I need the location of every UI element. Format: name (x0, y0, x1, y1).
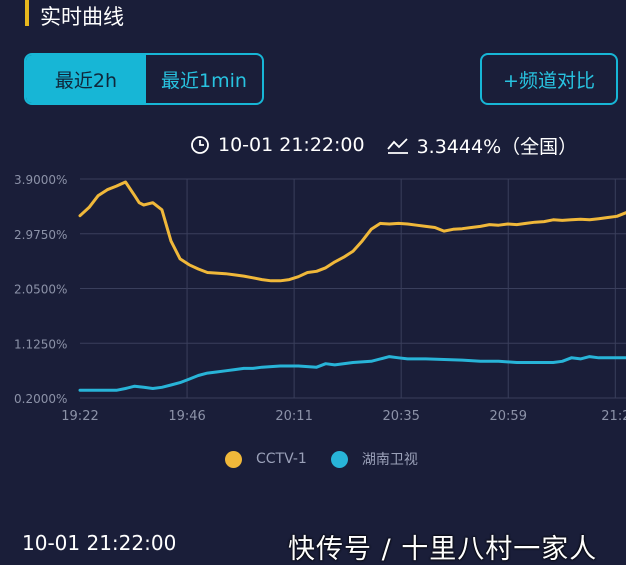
series-line-hunan (78, 355, 626, 392)
x-tick-label: 20:59 (490, 409, 527, 424)
info-bar: 10-01 21:22:00 3.3444%（全国） (190, 132, 577, 158)
tab-last-2h[interactable]: 最近2h (26, 55, 146, 103)
legend-label-cctv1: CCTV-1 (256, 451, 307, 467)
watermark-text: 快传号 / 十里八村一家人 (288, 534, 598, 565)
info-time: 10-01 21:22:00 (218, 134, 365, 156)
tab-last-1min[interactable]: 最近1min (161, 69, 247, 92)
legend-dot-hunan (330, 450, 348, 468)
y-tick-label: 2.0500% (14, 283, 67, 297)
chart-legend: CCTV-1 湖南卫视 (225, 449, 442, 469)
x-tick-label: 20:11 (275, 409, 312, 424)
footer-timestamp: 10-01 21:22:00 (22, 531, 177, 555)
x-tick-label: 19:46 (168, 409, 205, 424)
y-axis-labels: 3.9000% 2.9750% 2.0500% 1.1250% 0.2000% (14, 173, 67, 406)
x-tick-label: 20:35 (382, 409, 419, 424)
series-line-cctv1 (78, 180, 626, 283)
info-rating: 3.3444%（全国） (416, 135, 578, 158)
series-lines (78, 180, 626, 392)
app-panel: 实时曲线 最近2h 最近1min +频道对比 10-01 21:22:00 3.… (0, 0, 626, 565)
channel-compare-button[interactable]: +频道对比 (480, 53, 618, 105)
legend-item-hunan[interactable]: 湖南卫视 (330, 449, 418, 469)
x-tick-label: 19:22 (61, 409, 98, 424)
clock-icon (190, 135, 210, 155)
trend-icon (386, 135, 409, 155)
x-axis-labels: 19:22 19:46 20:11 20:35 20:59 21:2 (61, 409, 626, 424)
legend-label-hunan: 湖南卫视 (361, 452, 418, 468)
rating-chart: 3.9000% 2.9750% 2.0500% 1.1250% 0.2000% 19:2… (14, 173, 626, 424)
legend-dot-cctv1 (225, 450, 242, 468)
y-tick-label: 0.2000% (14, 392, 67, 406)
title-accent-bar (25, 0, 29, 26)
y-tick-label: 1.1250% (14, 337, 67, 351)
legend-item-cctv1[interactable]: CCTV-1 (225, 450, 307, 468)
y-tick-label: 3.9000% (14, 173, 67, 187)
y-tick-label: 2.9750% (14, 228, 67, 242)
page-title: 实时曲线 (40, 5, 124, 29)
time-range-toggle: 最近2h 最近1min (24, 53, 264, 105)
x-tick-label: 21:2 (601, 409, 626, 424)
